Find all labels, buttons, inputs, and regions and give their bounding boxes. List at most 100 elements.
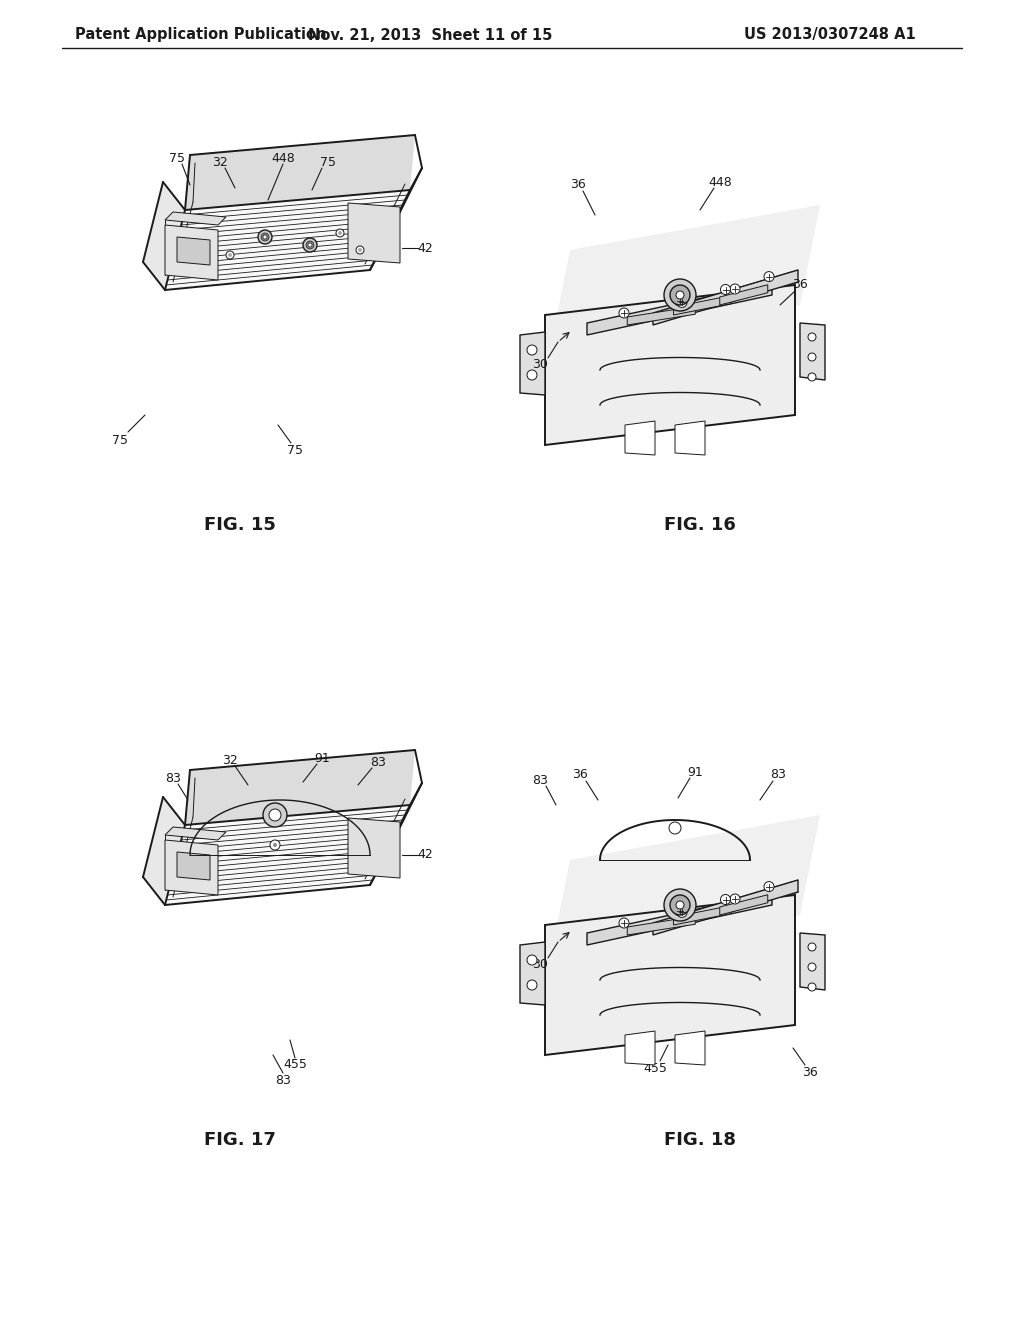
Circle shape xyxy=(303,238,317,252)
Circle shape xyxy=(677,297,687,308)
Circle shape xyxy=(306,242,314,249)
Text: 42: 42 xyxy=(417,242,433,255)
Circle shape xyxy=(664,279,696,312)
Polygon shape xyxy=(520,942,545,1005)
Polygon shape xyxy=(675,1031,705,1065)
Polygon shape xyxy=(587,282,772,335)
Polygon shape xyxy=(177,851,210,880)
Circle shape xyxy=(675,906,684,916)
Circle shape xyxy=(269,809,281,821)
Circle shape xyxy=(677,907,687,917)
Polygon shape xyxy=(165,805,410,906)
Polygon shape xyxy=(720,285,768,305)
Circle shape xyxy=(308,243,312,247)
Circle shape xyxy=(676,902,684,909)
Polygon shape xyxy=(550,814,820,960)
Polygon shape xyxy=(675,421,705,455)
Circle shape xyxy=(808,333,816,341)
Text: US 2013/0307248 A1: US 2013/0307248 A1 xyxy=(744,28,915,42)
Polygon shape xyxy=(348,818,400,878)
Text: 83: 83 xyxy=(370,755,386,768)
Circle shape xyxy=(618,917,629,928)
Circle shape xyxy=(273,843,278,847)
Circle shape xyxy=(358,248,362,252)
Text: 36: 36 xyxy=(570,178,586,191)
Circle shape xyxy=(261,234,269,242)
Polygon shape xyxy=(185,135,415,210)
Text: 83: 83 xyxy=(275,1073,291,1086)
Polygon shape xyxy=(520,333,545,395)
Circle shape xyxy=(270,840,280,850)
Text: 75: 75 xyxy=(287,444,303,457)
Circle shape xyxy=(808,352,816,360)
Polygon shape xyxy=(625,1031,655,1065)
Circle shape xyxy=(228,253,232,257)
Circle shape xyxy=(675,296,684,306)
Text: 455: 455 xyxy=(643,1061,667,1074)
Polygon shape xyxy=(628,916,695,935)
Text: 36: 36 xyxy=(793,279,808,292)
Polygon shape xyxy=(628,306,695,325)
Circle shape xyxy=(527,370,537,380)
Polygon shape xyxy=(143,182,185,290)
Polygon shape xyxy=(720,895,768,915)
Circle shape xyxy=(258,230,272,244)
Polygon shape xyxy=(800,323,825,380)
Circle shape xyxy=(664,888,696,921)
Text: 32: 32 xyxy=(222,754,238,767)
Circle shape xyxy=(338,231,342,235)
Circle shape xyxy=(669,822,681,834)
Text: 42: 42 xyxy=(417,849,433,862)
Circle shape xyxy=(808,983,816,991)
Circle shape xyxy=(356,246,364,253)
Circle shape xyxy=(670,895,690,915)
Text: 36: 36 xyxy=(572,768,588,781)
Polygon shape xyxy=(177,238,210,265)
Circle shape xyxy=(618,308,629,318)
Text: 75: 75 xyxy=(169,152,185,165)
Text: 32: 32 xyxy=(212,156,228,169)
Circle shape xyxy=(721,285,730,294)
Polygon shape xyxy=(674,906,731,925)
Text: 30: 30 xyxy=(532,359,548,371)
Text: 30: 30 xyxy=(532,958,548,972)
Polygon shape xyxy=(800,933,825,990)
Text: FIG. 17: FIG. 17 xyxy=(204,1131,275,1148)
Polygon shape xyxy=(653,271,798,325)
Text: FIG. 16: FIG. 16 xyxy=(664,516,736,535)
Polygon shape xyxy=(165,828,226,840)
Polygon shape xyxy=(348,203,400,263)
Circle shape xyxy=(721,895,730,904)
Circle shape xyxy=(676,290,684,300)
Text: 91: 91 xyxy=(314,751,330,764)
Text: 75: 75 xyxy=(319,156,336,169)
Text: 75: 75 xyxy=(112,433,128,446)
Circle shape xyxy=(808,374,816,381)
Text: Nov. 21, 2013  Sheet 11 of 15: Nov. 21, 2013 Sheet 11 of 15 xyxy=(308,28,552,42)
Circle shape xyxy=(808,942,816,950)
Text: 448: 448 xyxy=(271,152,295,165)
Polygon shape xyxy=(165,224,218,280)
Polygon shape xyxy=(143,797,185,906)
Polygon shape xyxy=(674,296,731,315)
Polygon shape xyxy=(545,895,795,1055)
Text: 36: 36 xyxy=(802,1065,818,1078)
Circle shape xyxy=(527,954,537,965)
Text: 83: 83 xyxy=(532,774,548,787)
Text: Patent Application Publication: Patent Application Publication xyxy=(75,28,327,42)
Circle shape xyxy=(527,345,537,355)
Circle shape xyxy=(336,228,344,238)
Text: 448: 448 xyxy=(709,176,732,189)
Circle shape xyxy=(808,964,816,972)
Text: 91: 91 xyxy=(687,766,702,779)
Polygon shape xyxy=(165,213,226,224)
Circle shape xyxy=(730,894,740,904)
Polygon shape xyxy=(370,168,422,271)
Polygon shape xyxy=(550,205,820,350)
Polygon shape xyxy=(165,190,410,290)
Text: FIG. 15: FIG. 15 xyxy=(204,516,275,535)
Text: 83: 83 xyxy=(165,771,181,784)
Polygon shape xyxy=(587,894,772,945)
Polygon shape xyxy=(545,285,795,445)
Circle shape xyxy=(764,882,774,891)
